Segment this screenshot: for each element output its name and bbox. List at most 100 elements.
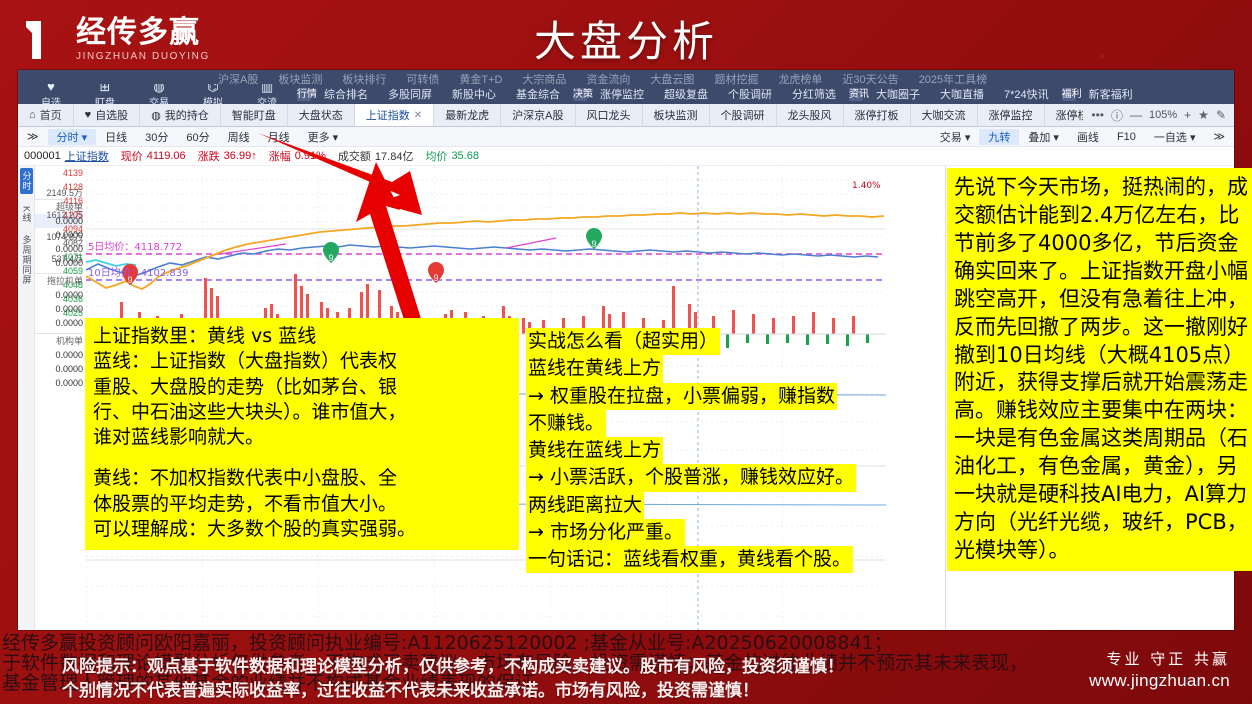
disclaimer-overlay-1: 风险提示：观点基于软件数据和理论模型分析，仅供参考，不构成买卖建议。股市有风险，… [62, 657, 844, 677]
chart-period-toolbar[interactable]: ≫ 分时 ▾ 日线 30分 60分 周线 月线 更多 ▾ 交易 ▾ 九转 叠加 ▾ 画线 F10 一自… [18, 127, 1234, 147]
pct-label: 涨幅 [268, 151, 291, 163]
zoom-level-label: 105% [1149, 109, 1178, 121]
annotation-box-middle: 实战怎么看（超实用） 蓝线在黄线上方 → 权重股在拉盘，小票偏弱，赚指数 不赚钱。 黄线… [526, 328, 938, 574]
rail-item-kline[interactable]: K线 [21, 206, 32, 224]
chart-tool-F10[interactable]: F10 [1116, 130, 1136, 143]
nav-link-1-3[interactable]: 分红筛选 [792, 89, 836, 101]
svg-text:9: 9 [433, 273, 438, 283]
logo-mark-icon [24, 19, 68, 61]
tab-6[interactable]: 最新龙虎 [434, 104, 502, 126]
period-分时[interactable]: 分时 ▾ [47, 128, 97, 145]
tab-12[interactable]: 涨停打板 [844, 104, 911, 126]
chart-tool-一自选[interactable]: 一自选 ▾ [1153, 131, 1196, 144]
volume-tick-0: 2149.5万 [46, 188, 83, 198]
nav-secondary-link-11[interactable]: 2025年工具榜 [918, 73, 988, 86]
tab-label: 龙头股风 [787, 110, 832, 122]
tab-label: 风口龙头 [586, 110, 631, 122]
nav-secondary-link-3[interactable]: 可转债 [406, 73, 440, 86]
tab-5[interactable]: 上证指数 ✕ [354, 104, 435, 126]
nav-link-1-0[interactable]: 涨停监控 [600, 89, 644, 101]
tab-label: 沪深京A股 [512, 110, 564, 122]
nav-link-1-1[interactable]: 超级复盘 [664, 89, 708, 101]
tab-10[interactable]: 个股调研 [710, 104, 777, 126]
tab-13[interactable]: 大咖交流 [911, 104, 978, 126]
nav-icon-button-3[interactable]: ⌬ 模拟 [186, 84, 240, 104]
nav-link-0-0[interactable]: 综合排名 [324, 89, 368, 101]
tab-4[interactable]: 大盘状态 [288, 104, 355, 126]
heart-icon: ♥ [84, 109, 92, 121]
nav-link-2-1[interactable]: 大咖直播 [940, 89, 984, 101]
nav-secondary-row[interactable]: 沪深A股 板块监测 板块排行 可转债 黄金T+D 大宗商品 资金流向 大盘云图 题材挖掘 龙虎榜单… [18, 70, 1234, 87]
rail-item-fenshi[interactable]: 分时 [19, 168, 33, 194]
nav-secondary-link-0[interactable]: 沪深A股 [218, 73, 259, 86]
chart-tool-九转[interactable]: 九转 [979, 128, 1020, 145]
nav-secondary-link-8[interactable]: 题材挖掘 [714, 73, 759, 86]
nav-secondary-link-4[interactable]: 黄金T+D [459, 73, 503, 86]
nav-secondary-link-10[interactable]: 近30天公告 [842, 73, 899, 86]
quote-name[interactable]: 上证指数 [64, 151, 109, 163]
tab-strip[interactable]: ⌂ 首页 ♥ 自选股 ◍ 我的持仓 智能盯盘 大盘状态 上证指数 ✕ 最新龙虎 沪深京A股 风口龙头 板块… [18, 104, 1234, 127]
chart-view-rail[interactable]: 分时 K线 多周期同屏 [18, 166, 35, 630]
period-更多[interactable]: 更多 ▾ [307, 131, 339, 144]
nav-primary-row[interactable]: ♥ 自选 ⊞ 盯盘 ◍ 交易 ⌬ 模拟 ▥ 交流 行情 综合排名 多股同屏 新股中心 基金综合 决策 涨停监控 超… [18, 84, 1234, 104]
brand-name-cn: 经传多赢 [76, 15, 200, 50]
nav-link-1-2[interactable]: 个股调研 [728, 89, 772, 101]
tab-9[interactable]: 板块监测 [643, 104, 710, 126]
chart-tool-交易[interactable]: 交易 ▾ [939, 131, 971, 144]
annotation-mid-line-6: 两线距离拉大 [526, 491, 938, 519]
info-icon[interactable]: ⓘ [1111, 108, 1124, 123]
page-title: 大盘分析 [533, 17, 718, 66]
nav-link-0-2[interactable]: 新股中心 [452, 89, 496, 101]
tab-7[interactable]: 沪深京A股 [501, 104, 576, 126]
tab-8[interactable]: 风口龙头 [576, 104, 643, 126]
tab-11[interactable]: 龙头股风 [777, 104, 844, 126]
nav-secondary-link-9[interactable]: 龙虎榜单 [778, 73, 823, 86]
chart-tools-expand-icon[interactable]: ≫ [1213, 131, 1225, 143]
period-日线[interactable]: 日线 [105, 131, 128, 144]
tab-3[interactable]: 智能盯盘 [221, 104, 288, 126]
nav-secondary-link-5[interactable]: 大宗商品 [522, 73, 567, 86]
change-value: 36.99↑ [223, 150, 257, 162]
disclaimer-overlay-2: 个别情况不代表普遍实际收益率，过往收益不代表未来收益承诺。市场有风险，投资需谨慎… [62, 681, 759, 701]
favorite-star-icon[interactable]: ★ [1198, 108, 1209, 122]
tab-1[interactable]: ♥ 自选股 [74, 104, 141, 126]
zoom-in-button[interactable]: + [1184, 108, 1192, 122]
nav-link-3-0[interactable]: 新客福利 [1088, 89, 1133, 101]
nav-icon-button-1[interactable]: ⊞ 盯盘 [78, 84, 132, 104]
panel-2-value-0: 0.0000 [55, 350, 83, 360]
nav-link-0-3[interactable]: 基金综合 [516, 89, 560, 101]
nav-secondary-link-2[interactable]: 板块排行 [342, 73, 387, 86]
nav-link-2-0[interactable]: 大咖圈子 [876, 89, 920, 101]
tab-0[interactable]: ⌂ 首页 [18, 104, 74, 126]
nav-secondary-link-6[interactable]: 资金流向 [586, 73, 631, 86]
chart-tool-画线[interactable]: 画线 [1076, 131, 1099, 144]
nav-icon-button-0[interactable]: ♥ 自选 [24, 84, 78, 104]
annotation-mid-text-6: 两线距离拉大 [526, 491, 645, 519]
tab-2[interactable]: ◍ 我的持仓 [140, 104, 221, 126]
nav-secondary-link-7[interactable]: 大盘云图 [650, 73, 695, 86]
rail-item-multiperiod[interactable]: 多周期同屏 [21, 235, 32, 286]
nav-link-0-1[interactable]: 多股同屏 [388, 89, 432, 101]
nav-icon-button-4[interactable]: ▥ 交流 [240, 84, 294, 104]
tab-14[interactable]: 涨停监控 [978, 104, 1045, 126]
more-options-icon[interactable]: ••• [1091, 108, 1104, 122]
chart-tool-叠加[interactable]: 叠加 ▾ [1028, 131, 1059, 144]
tab-15[interactable]: 涨停核镜 [1045, 104, 1084, 126]
period-60分[interactable]: 60分 [186, 131, 210, 144]
app-top-navigation[interactable]: 沪深A股 板块监测 板块排行 可转债 黄金T+D 大宗商品 资金流向 大盘云图 题材挖掘 龙虎榜单… [18, 70, 1234, 104]
chart-right-tools[interactable]: 交易 ▾ 九转 叠加 ▾ 画线 F10 一自选 ▾ ≫ [931, 128, 1234, 145]
period-30分[interactable]: 30分 [145, 131, 169, 144]
nav-secondary-link-1[interactable]: 板块监测 [278, 73, 323, 86]
expand-icon[interactable]: ≫ [27, 131, 39, 143]
edit-pencil-icon[interactable]: ✎ [1215, 108, 1226, 122]
period-月线[interactable]: 月线 [267, 131, 290, 144]
avg-value: 35.68 [451, 150, 479, 162]
nav-icon-button-2[interactable]: ◍ 交易 [132, 84, 186, 104]
zoom-out-button[interactable]: — [1130, 108, 1143, 122]
quote-summary-bar: 000001 上证指数 现价 4119.06 涨跌 36.99↑ 涨幅 0.91… [18, 147, 1234, 166]
period-周线[interactable]: 周线 [227, 131, 250, 144]
nav-link-2-2[interactable]: 7*24快讯 [1004, 89, 1049, 101]
change-label: 涨跌 [197, 151, 220, 163]
tab-close-icon[interactable]: ✕ [413, 109, 423, 121]
zoom-controls[interactable]: ••• ⓘ — 105% + ★ ✎ [1083, 104, 1234, 126]
